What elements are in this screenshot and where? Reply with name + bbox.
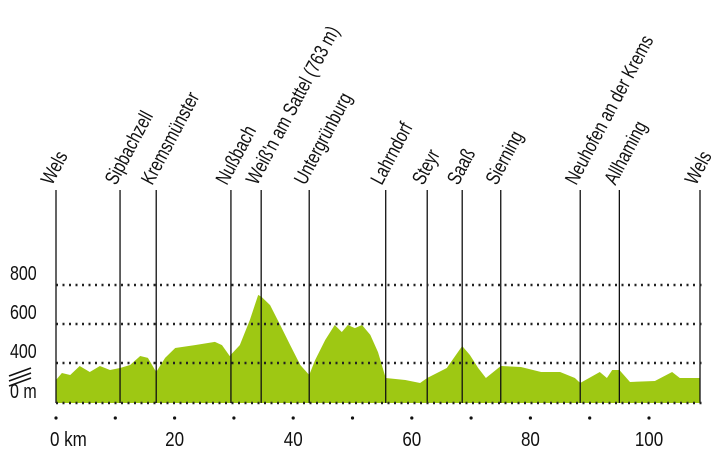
x-tick-mark <box>588 416 592 420</box>
axis-break <box>8 367 32 387</box>
x-tick-label: 40 <box>284 428 303 451</box>
x-tick-group: 40 <box>284 428 303 451</box>
place-label: Steyr <box>407 145 444 188</box>
y-tick-label: 800 <box>10 262 37 284</box>
x-tick-mark <box>113 416 117 420</box>
y-tick-label: 600 <box>10 301 37 323</box>
x-tick-mark <box>410 416 414 420</box>
place-label: Saaß <box>442 145 479 188</box>
place-label-group: Wels <box>680 147 712 188</box>
x-tick-mark <box>528 416 533 420</box>
y-tick-group: 600 <box>10 301 37 323</box>
x-tick-mark <box>469 416 473 420</box>
x-tick-mark <box>291 416 295 420</box>
x-tick-group: 60 <box>402 428 421 451</box>
x-tick-group: 0 km <box>50 428 87 451</box>
x-tick-label: 80 <box>521 428 540 451</box>
x-tick-label: 100 <box>635 428 663 451</box>
place-label: Wels <box>680 147 712 188</box>
x-tick-group: 20 <box>165 428 184 451</box>
place-label-group: Sierning <box>481 127 528 188</box>
y-tick-label: 0 m <box>10 380 37 402</box>
y-tick-group: 800 <box>10 262 37 284</box>
elevation-area <box>56 294 700 403</box>
place-label: Sierning <box>481 127 528 188</box>
x-tick-label: 20 <box>165 428 184 451</box>
x-tick-label: 60 <box>402 428 421 451</box>
x-tick-group: 100 <box>635 428 663 451</box>
x-tick-mark <box>54 416 58 420</box>
x-tick-mark <box>350 416 355 420</box>
x-tick-group: 80 <box>521 428 540 451</box>
y-tick-group: 400 <box>10 340 37 362</box>
place-label-group: Steyr <box>407 145 444 188</box>
y-tick-label: 400 <box>10 340 37 362</box>
place-label-group: Saaß <box>442 145 479 188</box>
x-tick-mark <box>647 416 651 420</box>
place-label-group: Wels <box>36 147 72 188</box>
x-tick-mark <box>232 416 236 420</box>
x-tick-label: 0 km <box>50 428 87 451</box>
y-tick-group: 0 m <box>10 380 37 402</box>
x-tick-mark <box>173 416 177 420</box>
place-label: Wels <box>36 147 72 188</box>
